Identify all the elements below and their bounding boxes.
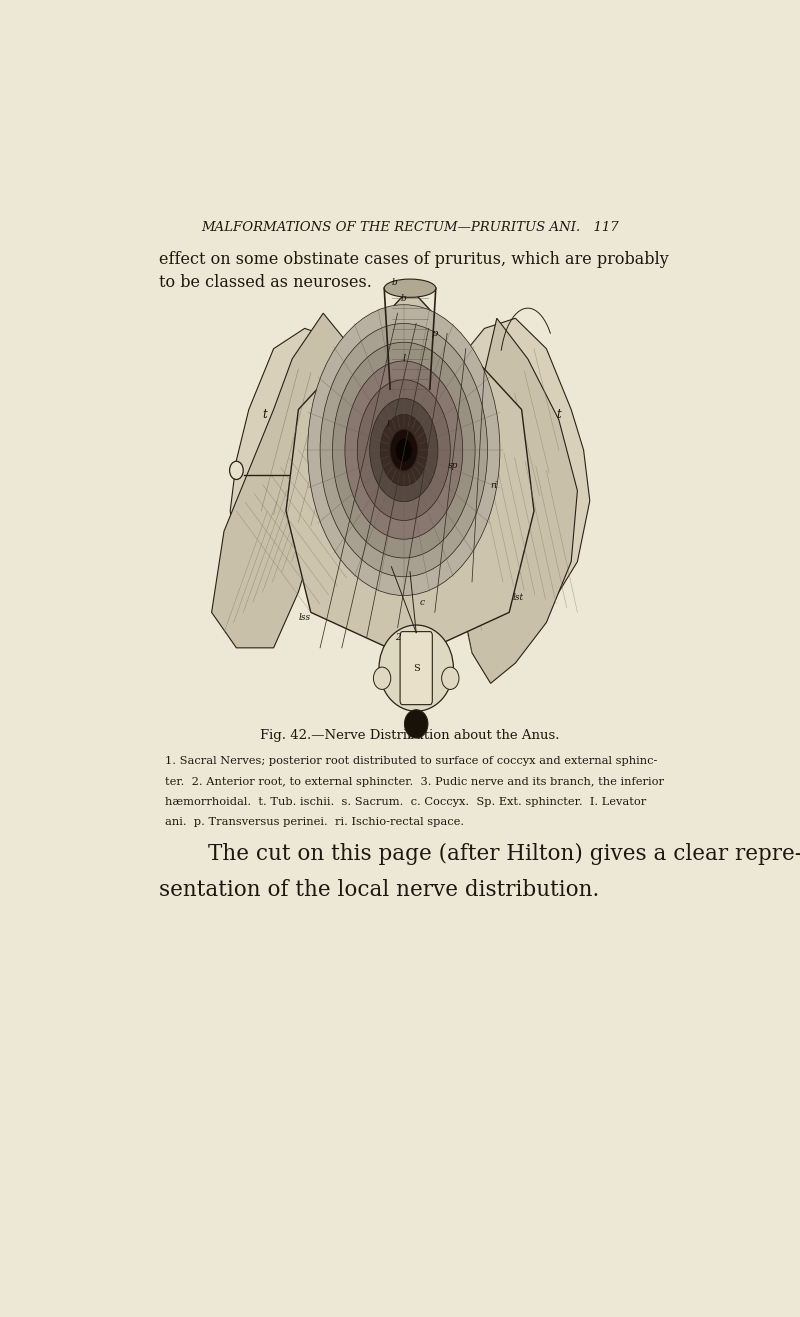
Text: to be classed as neuroses.: to be classed as neuroses. [159,274,372,291]
Ellipse shape [333,342,475,558]
Polygon shape [441,319,590,612]
Text: ri: ri [490,481,498,490]
Text: ani.  p. Transversus perinei.  ri. Ischio-rectal space.: ani. p. Transversus perinei. ri. Ischio-… [165,817,464,827]
Text: lss: lss [298,612,310,622]
Ellipse shape [405,710,428,738]
Text: The cut on this page (after Hilton) gives a clear repre-: The cut on this page (after Hilton) give… [209,843,800,865]
Ellipse shape [374,668,390,689]
Text: p: p [432,329,438,338]
Text: sp: sp [448,461,458,470]
Text: t: t [557,408,561,421]
Text: b: b [401,294,406,303]
Text: t: t [262,408,266,421]
Text: S: S [413,664,419,673]
Text: lst: lst [513,593,524,602]
Text: l: l [402,354,406,363]
Text: Fig. 42.—Nerve Distribution about the Anus.: Fig. 42.—Nerve Distribution about the An… [260,730,560,741]
Polygon shape [286,288,534,658]
Polygon shape [211,313,366,648]
Ellipse shape [442,668,459,689]
Text: MALFORMATIONS OF THE RECTUM—PRURITUS ANI. 117: MALFORMATIONS OF THE RECTUM—PRURITUS ANI… [201,221,619,234]
Ellipse shape [390,429,418,470]
Text: effect on some obstinate cases of pruritus, which are probably: effect on some obstinate cases of prurit… [159,252,669,269]
Text: c: c [420,598,425,607]
Ellipse shape [345,361,462,539]
FancyBboxPatch shape [400,632,432,705]
Ellipse shape [380,415,427,486]
Ellipse shape [396,439,411,461]
Ellipse shape [358,379,450,520]
Ellipse shape [308,304,500,595]
Text: hæmorrhoidal.  t. Tub. ischii.  s. Sacrum.  c. Coccyx.  Sp. Ext. sphincter.  I. : hæmorrhoidal. t. Tub. ischii. s. Sacrum.… [165,797,646,807]
Text: 2: 2 [394,633,401,643]
Ellipse shape [384,279,436,298]
Text: ter.  2. Anterior root, to external sphincter.  3. Pudic nerve and its branch, t: ter. 2. Anterior root, to external sphin… [165,777,664,786]
Polygon shape [454,319,578,684]
Text: sentation of the local nerve distribution.: sentation of the local nerve distributio… [159,878,599,901]
Ellipse shape [230,461,243,479]
Polygon shape [230,328,348,593]
Text: 1. Sacral Nerves; posterior root distributed to surface of coccyx and external s: 1. Sacral Nerves; posterior root distrib… [165,756,658,766]
Ellipse shape [379,626,454,711]
Text: l: l [387,420,390,429]
Text: b: b [392,278,398,287]
Ellipse shape [370,399,438,502]
Ellipse shape [320,324,487,577]
